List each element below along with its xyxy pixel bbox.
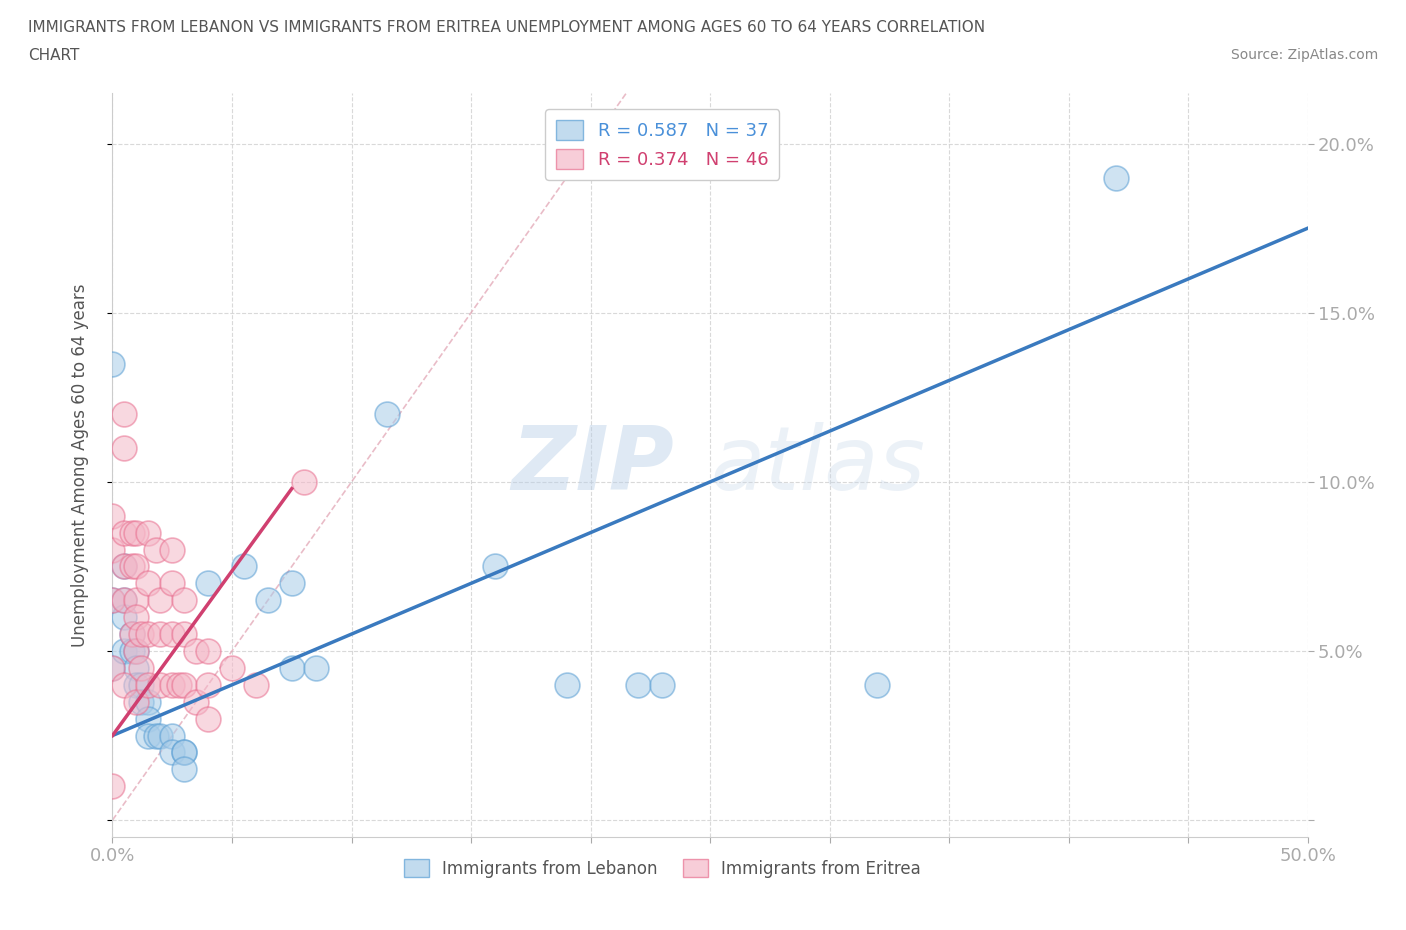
Point [121, 627, 143, 642]
Point [101, 542, 124, 557]
Point [138, 711, 160, 726]
Point [197, 677, 219, 692]
Point [125, 592, 148, 607]
Point [173, 592, 195, 607]
Point [125, 525, 148, 540]
Point [281, 576, 304, 591]
Point [233, 559, 256, 574]
Point [101, 592, 124, 607]
Point [173, 762, 195, 777]
Y-axis label: Unemployment Among Ages 60 to 64 years: Unemployment Among Ages 60 to 64 years [70, 284, 89, 646]
Point [162, 627, 183, 642]
Point [145, 728, 167, 743]
Point [162, 728, 183, 743]
Point [292, 474, 315, 489]
Point [281, 660, 304, 675]
Point [555, 677, 578, 692]
Point [627, 677, 650, 692]
Point [129, 677, 152, 692]
Point [377, 406, 399, 421]
Point [169, 677, 191, 692]
Point [197, 644, 219, 658]
Point [173, 745, 195, 760]
Point [125, 610, 148, 625]
Point [866, 677, 889, 692]
Legend: Immigrants from Lebanon, Immigrants from Eritrea: Immigrants from Lebanon, Immigrants from… [396, 853, 928, 884]
Point [305, 660, 328, 675]
Point [138, 677, 160, 692]
Text: CHART: CHART [28, 48, 80, 63]
Text: IMMIGRANTS FROM LEBANON VS IMMIGRANTS FROM ERITREA UNEMPLOYMENT AMONG AGES 60 TO: IMMIGRANTS FROM LEBANON VS IMMIGRANTS FR… [28, 20, 986, 35]
Point [162, 542, 183, 557]
Point [101, 778, 124, 793]
Text: ZIP: ZIP [512, 421, 675, 509]
Point [651, 677, 673, 692]
Point [114, 559, 135, 574]
Point [149, 627, 172, 642]
Point [114, 592, 135, 607]
Point [162, 576, 183, 591]
Point [197, 576, 219, 591]
Point [114, 406, 135, 421]
Point [125, 559, 148, 574]
Point [138, 627, 160, 642]
Point [186, 695, 208, 710]
Point [125, 644, 148, 658]
Point [125, 644, 148, 658]
Point [114, 610, 135, 625]
Point [149, 677, 172, 692]
Point [121, 525, 143, 540]
Point [149, 592, 172, 607]
Point [125, 660, 148, 675]
Point [129, 695, 152, 710]
Point [149, 728, 172, 743]
Point [114, 644, 135, 658]
Point [101, 356, 124, 371]
Point [138, 728, 160, 743]
Point [101, 509, 124, 524]
Point [138, 695, 160, 710]
Point [173, 627, 195, 642]
Point [173, 677, 195, 692]
Point [145, 542, 167, 557]
Point [1105, 170, 1128, 185]
Point [173, 745, 195, 760]
Point [121, 559, 143, 574]
Point [129, 627, 152, 642]
Point [138, 525, 160, 540]
Point [162, 745, 183, 760]
Point [186, 644, 208, 658]
Point [101, 592, 124, 607]
Point [197, 711, 219, 726]
Point [121, 627, 143, 642]
Point [245, 677, 267, 692]
Point [114, 677, 135, 692]
Point [114, 441, 135, 456]
Point [121, 644, 143, 658]
Point [114, 592, 135, 607]
Point [257, 592, 280, 607]
Point [138, 576, 160, 591]
Point [114, 525, 135, 540]
Point [221, 660, 243, 675]
Point [114, 559, 135, 574]
Point [125, 677, 148, 692]
Text: atlas: atlas [710, 422, 925, 508]
Point [162, 677, 183, 692]
Point [101, 660, 124, 675]
Point [129, 660, 152, 675]
Point [125, 695, 148, 710]
Text: Source: ZipAtlas.com: Source: ZipAtlas.com [1230, 48, 1378, 62]
Point [101, 660, 124, 675]
Point [484, 559, 506, 574]
